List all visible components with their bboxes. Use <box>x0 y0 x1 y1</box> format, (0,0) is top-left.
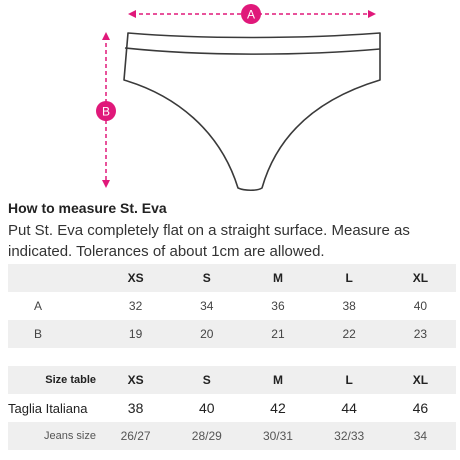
size-header: XL <box>412 373 429 387</box>
measurement-diagram: A B <box>96 4 381 192</box>
table-row: Taglia Italiana 38 40 42 44 46 <box>8 394 456 422</box>
table-cell: 38 <box>342 299 356 313</box>
row-label: Taglia Italiana <box>8 400 88 416</box>
table-cell: 32 <box>128 299 143 313</box>
table-cell: 26/27 <box>120 429 151 443</box>
size-header: M <box>272 271 283 285</box>
table-cell: 40 <box>413 299 428 313</box>
header-empty-cell <box>8 264 100 292</box>
size-header: L <box>345 373 353 387</box>
table-cell: 23 <box>413 327 428 341</box>
table-cell: 32/33 <box>334 429 365 443</box>
table-cell: 38 <box>127 400 144 416</box>
guide-heading: How to measure St. Eva <box>8 200 167 216</box>
briefs-outline-icon <box>123 32 381 192</box>
row-label: Jeans size <box>44 430 96 442</box>
table-cell: 34 <box>413 429 428 443</box>
length-marker: B <box>96 101 116 121</box>
table-cell: 34 <box>200 299 214 313</box>
table-row: B 19 20 21 22 23 <box>8 320 456 348</box>
guide-description: Put St. Eva completely flat on a straigh… <box>8 222 410 260</box>
length-marker-label: B <box>102 105 110 119</box>
size-header: L <box>345 271 353 285</box>
width-marker: A <box>241 4 261 24</box>
size-header: XS <box>127 271 144 285</box>
table-cell: 20 <box>200 327 214 341</box>
size-table-label: Size table <box>45 374 96 386</box>
size-conversion-table: Size table XS S M L XL Taglia Italiana 3… <box>8 366 456 450</box>
size-header-row: Size table XS S M L XL <box>8 366 456 394</box>
table-row: Jeans size 26/27 28/29 30/31 32/33 34 <box>8 422 456 450</box>
row-label: B <box>34 327 43 341</box>
table-cell: 36 <box>271 299 285 313</box>
size-header: XS <box>127 373 144 387</box>
row-label: A <box>34 299 43 313</box>
table-cell: 22 <box>342 327 356 341</box>
size-header: S <box>202 271 211 285</box>
table-row: A 32 34 36 38 40 <box>8 292 456 320</box>
table-cell: 28/29 <box>191 429 222 443</box>
size-header: S <box>202 373 211 387</box>
measurement-header-row: XS S M L XL <box>8 264 456 292</box>
size-header: M <box>272 373 283 387</box>
table-cell: 44 <box>341 400 357 416</box>
table-cell: 19 <box>128 327 143 341</box>
table-cell: 40 <box>198 400 215 416</box>
measurement-table: XS S M L XL A 32 34 36 38 40 B 19 20 21 … <box>8 264 456 348</box>
table-cell: 46 <box>412 400 429 416</box>
table-cell: 21 <box>271 327 285 341</box>
table-cell: 42 <box>270 400 286 416</box>
size-header: XL <box>412 271 429 285</box>
width-marker-label: A <box>247 8 255 22</box>
table-cell: 30/31 <box>262 429 293 443</box>
